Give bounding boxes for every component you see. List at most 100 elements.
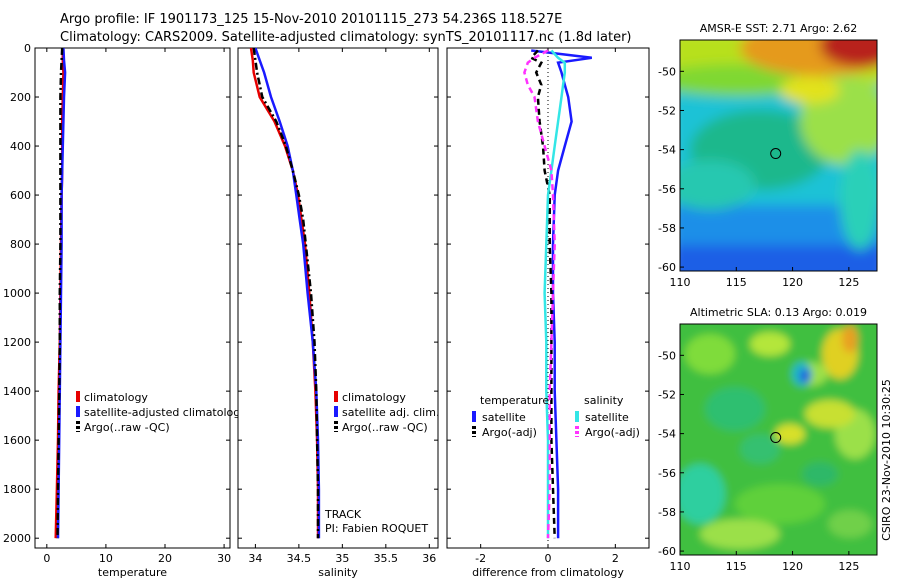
map-y-tick-label: -52 (658, 104, 676, 117)
sla-blob (842, 325, 858, 353)
y-tick-label: 2000 (3, 532, 31, 545)
sla-blob (750, 332, 790, 356)
map-x-tick-label: 120 (782, 276, 803, 289)
sst-east-teal (840, 150, 877, 250)
argo-float-marker (770, 432, 782, 444)
sla-blob (705, 387, 765, 431)
y-tick-label: 200 (10, 91, 31, 104)
y-tick-label: 1200 (3, 336, 31, 349)
map-y-tick-label: -54 (658, 428, 676, 441)
x-tick-label: -2 (475, 552, 486, 565)
map-title: Altimetric SLA: 0.13 Argo: 0.019 (690, 306, 867, 319)
x-axis-label: temperature (98, 566, 167, 579)
x-tick-label: 0 (43, 552, 50, 565)
x-tick-label: 20 (158, 552, 172, 565)
series-line-temperature-argo-adj- (529, 49, 556, 539)
x-tick-label: 0 (545, 552, 552, 565)
sla-colour-layers (680, 324, 877, 555)
map-y-tick-label: -58 (658, 506, 676, 519)
sla-blob (828, 510, 872, 538)
sst-red-patch (820, 40, 877, 67)
panel-frame-salinity (237, 47, 439, 549)
y-tick-label: 1600 (3, 434, 31, 447)
map-x-tick-label: 115 (726, 276, 747, 289)
map-frame (679, 39, 878, 272)
series-line-argo-raw-qc- (252, 47, 320, 539)
sla-blob (685, 334, 735, 374)
legend-label: satellite (482, 411, 526, 424)
sst-coldest-band (680, 245, 877, 271)
y-tick-label: 1000 (3, 287, 31, 300)
map-y-tick-label: -52 (658, 388, 676, 401)
sla-colour-field (680, 324, 877, 555)
legend-label: satellite (585, 411, 629, 424)
legend-label: Argo(-adj) (585, 426, 640, 439)
map-title: AMSR-E SST: 2.71 Argo: 2.62 (700, 22, 858, 35)
map-x-tick-label: 115 (726, 560, 747, 573)
sla-blob (740, 434, 780, 464)
x-tick-label: 35.5 (374, 552, 399, 565)
x-axis-label: difference from climatology (472, 566, 624, 579)
side-note: CSIRO 23-Nov-2010 10:30:25 (880, 379, 893, 541)
x-tick-label: 35 (335, 552, 349, 565)
map-x-tick-label: 120 (782, 560, 803, 573)
legend-label: climatology (342, 391, 406, 404)
sla-blob (680, 464, 725, 524)
y-tick-label: 1800 (3, 483, 31, 496)
y-tick-label: 0 (24, 42, 31, 55)
x-tick-label: 30 (217, 552, 231, 565)
sla-blob (802, 462, 838, 486)
x-tick-label: 2 (612, 552, 619, 565)
sla-blob (735, 484, 825, 524)
map-y-tick-label: -50 (658, 349, 676, 362)
sla-blob (700, 519, 780, 549)
series-line-salinity-satellite (543, 49, 567, 539)
figure-title-line1: Argo profile: IF 1901173_125 15-Nov-2010… (60, 12, 563, 27)
sst-colour-field (680, 40, 877, 271)
figure-title-line2: Climatology: CARS2009. Satellite-adjuste… (60, 30, 632, 45)
panel-frame-temperature (34, 47, 231, 549)
legend-label: Argo(..raw -QC) (342, 421, 428, 434)
map-x-tick-label: 125 (838, 276, 859, 289)
map-y-tick-label: -54 (658, 144, 676, 157)
series-line-argo-raw-qc- (56, 47, 64, 539)
x-tick-label: 36 (422, 552, 436, 565)
map-x-tick-label: 110 (670, 560, 691, 573)
legend-label: Argo(..raw -QC) (84, 421, 170, 434)
map-y-tick-label: -58 (658, 222, 676, 235)
legend-label: Argo(-adj) (482, 426, 537, 439)
y-tick-label: 800 (10, 238, 31, 251)
sst-colour-layers (680, 40, 877, 271)
track-annotation: TRACK (324, 508, 362, 521)
map-y-tick-label: -56 (658, 183, 676, 196)
x-axis-label: salinity (318, 566, 358, 579)
map-y-tick-label: -60 (658, 545, 676, 558)
map-x-tick-label: 125 (838, 560, 859, 573)
x-tick-label: 34 (248, 552, 262, 565)
sst-teal-patch (680, 160, 755, 210)
legend-header: salinity (584, 394, 624, 407)
map-y-tick-label: -56 (658, 467, 676, 480)
legend-label: climatology (84, 391, 148, 404)
y-tick-label: 600 (10, 189, 31, 202)
track-annotation: PI: Fabien ROQUET (325, 522, 428, 535)
sla-blob (775, 424, 805, 444)
legend-label: satellite-adjusted climatology (84, 406, 247, 419)
map-x-tick-label: 110 (670, 276, 691, 289)
series-line-salinity-argo-adj- (523, 49, 556, 539)
argo-float-marker (770, 148, 782, 160)
map-y-tick-label: -60 (658, 261, 676, 274)
sla-blob (805, 400, 855, 428)
x-tick-label: 34.5 (287, 552, 312, 565)
legend-header: temperature (480, 394, 549, 407)
map-y-tick-label: -50 (658, 65, 676, 78)
x-tick-label: 10 (99, 552, 113, 565)
legend-label: satellite adj. clim. (342, 406, 439, 419)
y-tick-label: 1400 (3, 385, 31, 398)
sst-yellow-tongue (780, 76, 840, 104)
sla-blob (800, 369, 810, 383)
map-frame (679, 323, 878, 556)
y-tick-label: 400 (10, 140, 31, 153)
series-line-temperature-satellite (531, 49, 592, 539)
